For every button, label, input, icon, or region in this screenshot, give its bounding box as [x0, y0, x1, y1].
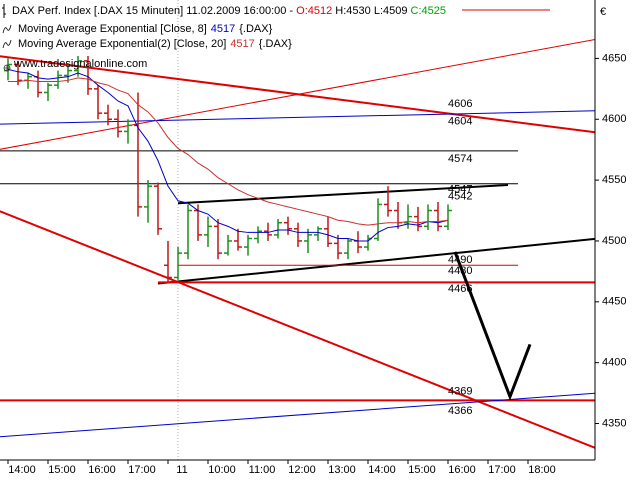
legend-icon: [2, 39, 12, 49]
x-tick-label: 15:00: [48, 464, 76, 476]
y-tick-label: 4650: [602, 52, 626, 64]
line-label: 4490: [448, 254, 472, 266]
x-tick-label: 11:00: [249, 464, 276, 476]
line-label: 4366: [448, 405, 472, 417]
x-tick-label: 17:00: [128, 464, 156, 476]
website: www.tradesignalonline.com: [13, 58, 147, 70]
line-label: 4547: [448, 184, 472, 196]
x-tick-label: 17:00: [488, 464, 516, 476]
x-tick-label: 10:00: [208, 464, 236, 476]
trend-line: [0, 210, 595, 449]
currency-label: €: [600, 6, 606, 18]
line-label: 4604: [448, 115, 472, 127]
y-tick-label: 4600: [602, 113, 626, 125]
legend-value: 4517: [211, 23, 235, 35]
chart-date: 11.02.2009 16:00:00 -: [186, 5, 293, 17]
line-label: 4369: [448, 385, 472, 397]
chart-header: DAX Perf. Index [.DAX 15 Minuten] 11.02.…: [12, 5, 446, 17]
plot-area: [0, 38, 595, 449]
trend-line: [177, 183, 509, 205]
y-tick-label: 4350: [602, 417, 626, 429]
legend-suffix: {.DAX}: [259, 38, 292, 50]
legend-value: 4517: [230, 38, 254, 50]
header-value: L:4509: [371, 5, 408, 17]
line-label: 4466: [448, 283, 472, 295]
projection-line: [453, 251, 532, 401]
header-value: C:4525: [407, 5, 446, 17]
x-tick-label: 13:00: [328, 464, 356, 476]
x-tick-label: 14:00: [368, 464, 396, 476]
trend-line: [0, 110, 595, 125]
x-tick-label: 12:00: [288, 464, 316, 476]
line-label: 4480: [448, 265, 472, 277]
y-tick-label: 4450: [602, 296, 626, 308]
trend-line: [0, 392, 595, 438]
x-tick-label: 16:00: [448, 464, 476, 476]
line-label: 4542: [448, 191, 472, 203]
legend-icon: [2, 24, 12, 34]
x-tick-label: 11: [176, 464, 187, 476]
trend-line: [157, 237, 595, 285]
x-tick-label: 16:00: [88, 464, 116, 476]
line-label: 4606: [448, 98, 472, 110]
legend: Moving Average Exponential [Close, 8] 451…: [2, 23, 292, 50]
ma-line: [8, 77, 449, 226]
header-value: O:4512: [293, 5, 332, 17]
legend-name: Moving Average Exponential(2) [Close, 20…: [18, 38, 226, 50]
header-values: O:4512 H:4530 L:4509 C:4525: [293, 5, 446, 17]
ma-line: [7, 68, 449, 242]
y-tick-label: 4500: [602, 235, 626, 247]
y-tick-label: 4550: [602, 174, 626, 186]
x-tick-label: 14:00: [8, 464, 36, 476]
legend-entry: Moving Average Exponential(2) [Close, 20…: [18, 38, 292, 50]
chart-title: DAX Perf. Index [.DAX 15 Minuten]: [12, 5, 183, 17]
y-tick-label: 4400: [602, 357, 626, 369]
header-value: H:4530: [332, 5, 371, 17]
bar-icon: [2, 4, 6, 18]
legend-name: Moving Average Exponential [Close, 8]: [18, 23, 207, 35]
x-tick-label: 15:00: [408, 464, 436, 476]
line-label: 4574: [448, 153, 472, 165]
legend-suffix: {.DAX}: [239, 23, 272, 35]
legend-entry: Moving Average Exponential [Close, 8] 451…: [18, 23, 273, 35]
trend-line: [0, 38, 595, 150]
x-tick-label: 18:00: [528, 464, 556, 476]
globe-icon: [3, 64, 11, 72]
